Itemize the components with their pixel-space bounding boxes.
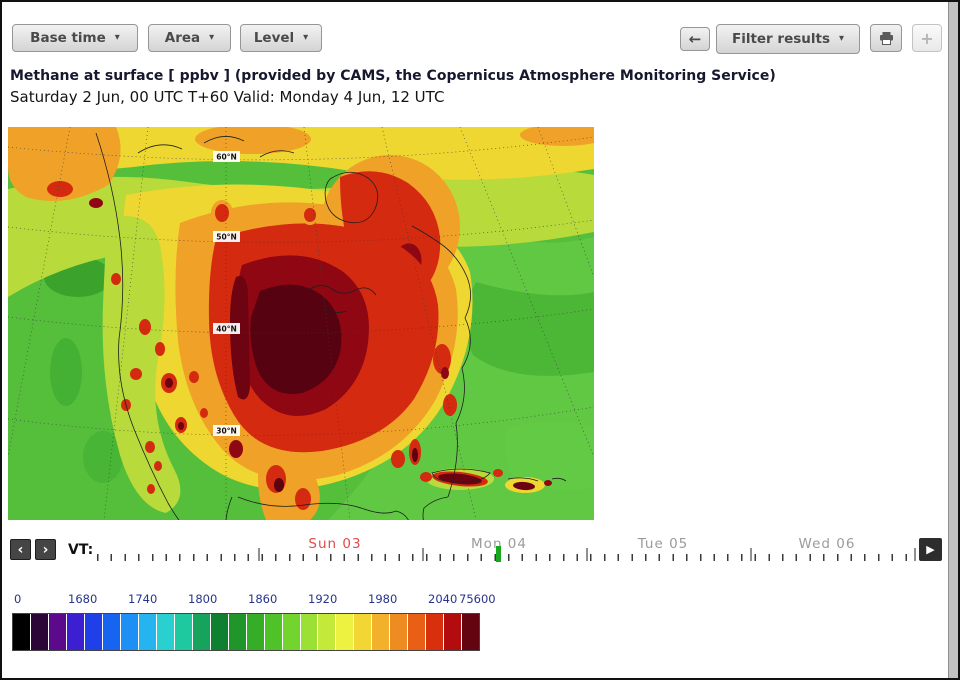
legend-swatch — [48, 614, 67, 650]
printer-icon — [879, 31, 894, 45]
legend-swatch — [282, 614, 301, 650]
timeline-ticks — [97, 554, 916, 561]
print-button[interactable] — [870, 24, 902, 52]
filter-results-dropdown[interactable]: Filter results ▾ — [716, 24, 860, 54]
legend-swatch — [174, 614, 193, 650]
legend-swatch — [354, 614, 373, 650]
map-coastlines — [95, 132, 567, 558]
legend-swatch — [84, 614, 103, 650]
legend: 0 1680 1740 1800 1860 1920 1980 2040 756… — [12, 592, 552, 651]
page-subtitle: Saturday 2 Jun, 00 UTC T+60 Valid: Monda… — [10, 88, 445, 106]
legend-labels: 0 1680 1740 1800 1860 1920 1980 2040 756… — [12, 592, 552, 608]
day-separator — [258, 548, 260, 561]
timeline-day-label[interactable]: Wed 06 — [798, 536, 856, 552]
timeline-day-label[interactable]: Tue 05 — [637, 536, 689, 552]
legend-tick-label: 1800 — [188, 592, 218, 606]
day-separator — [914, 548, 916, 561]
legend-swatch — [264, 614, 283, 650]
legend-swatch — [390, 614, 409, 650]
legend-swatch — [408, 614, 427, 650]
day-separator — [586, 548, 588, 561]
add-button[interactable]: + — [912, 24, 942, 52]
legend-swatch — [336, 614, 355, 650]
map-lat-label: 30°N — [216, 427, 236, 436]
legend-colorbar — [12, 613, 480, 651]
chevron-down-icon: ▾ — [209, 32, 215, 43]
next-step-button[interactable]: › — [35, 539, 56, 560]
valid-time-label: VT: — [68, 542, 94, 558]
legend-tick-label: 75600 — [459, 592, 496, 606]
legend-tick-label: 1920 — [308, 592, 338, 606]
left-arrow-icon: ← — [688, 30, 702, 48]
area-label: Area — [164, 30, 201, 46]
chevron-down-icon: ▾ — [839, 33, 845, 44]
timeline-day-label[interactable]: Sun 03 — [308, 536, 362, 552]
level-dropdown[interactable]: Level ▾ — [240, 24, 322, 52]
filter-results-label: Filter results — [731, 31, 830, 47]
chevron-left-icon: ‹ — [17, 541, 24, 558]
legend-swatch — [300, 614, 319, 650]
timeline-day-label[interactable]: Mon 04 — [471, 536, 527, 552]
play-icon: ▶ — [926, 543, 935, 556]
legend-swatch — [120, 614, 139, 650]
area-dropdown[interactable]: Area ▾ — [148, 24, 231, 52]
legend-swatch — [462, 614, 480, 650]
map-lat-label: 40°N — [216, 325, 236, 334]
current-time-marker[interactable] — [496, 546, 501, 562]
scrollbar-track[interactable] — [948, 2, 958, 678]
legend-swatch — [66, 614, 85, 650]
legend-swatch — [372, 614, 391, 650]
legend-swatch — [156, 614, 175, 650]
base-time-dropdown[interactable]: Base time ▾ — [12, 24, 138, 52]
back-button[interactable]: ← — [680, 27, 710, 51]
legend-tick-label: 1860 — [248, 592, 278, 606]
legend-swatch — [192, 614, 211, 650]
methane-map-plot: 60°N 50°N 40°N 30°N — [2, 124, 608, 558]
plus-icon: + — [920, 28, 934, 48]
legend-swatch — [210, 614, 229, 650]
weather-map: 60°N 50°N 40°N 30°N — [2, 124, 608, 558]
page-title: Methane at surface [ ppbv ] (provided by… — [10, 68, 776, 84]
map-lat-label: 50°N — [216, 233, 236, 242]
legend-tick-label: 0 — [14, 592, 22, 606]
legend-swatch — [228, 614, 247, 650]
base-time-label: Base time — [30, 30, 106, 46]
legend-swatch — [318, 614, 337, 650]
legend-swatch — [444, 614, 463, 650]
prev-step-button[interactable]: ‹ — [10, 539, 31, 560]
day-separator — [422, 548, 424, 561]
timeline: ‹ › VT: Sun 03 Mon 04 Tue 05 Wed 06 ▶ — [10, 536, 942, 564]
legend-tick-label: 1980 — [368, 592, 398, 606]
day-separator — [750, 548, 752, 561]
legend-swatch — [138, 614, 157, 650]
legend-tick-label: 1680 — [68, 592, 98, 606]
play-button[interactable]: ▶ — [919, 538, 942, 561]
chevron-right-icon: › — [42, 541, 49, 558]
toolbar: Base time ▾ Area ▾ Level ▾ ← Filter resu… — [12, 24, 942, 54]
timeline-track[interactable]: Sun 03 Mon 04 Tue 05 Wed 06 — [97, 536, 916, 564]
map-lat-label: 60°N — [216, 153, 236, 162]
legend-tick-label: 1740 — [128, 592, 158, 606]
legend-tick-label: 2040 — [428, 592, 458, 606]
legend-swatch — [30, 614, 49, 650]
level-label: Level — [253, 30, 295, 46]
legend-swatch — [246, 614, 265, 650]
legend-swatch — [426, 614, 445, 650]
legend-swatch — [102, 614, 121, 650]
legend-swatch — [13, 614, 31, 650]
chevron-down-icon: ▾ — [114, 32, 120, 43]
chevron-down-icon: ▾ — [303, 32, 309, 43]
